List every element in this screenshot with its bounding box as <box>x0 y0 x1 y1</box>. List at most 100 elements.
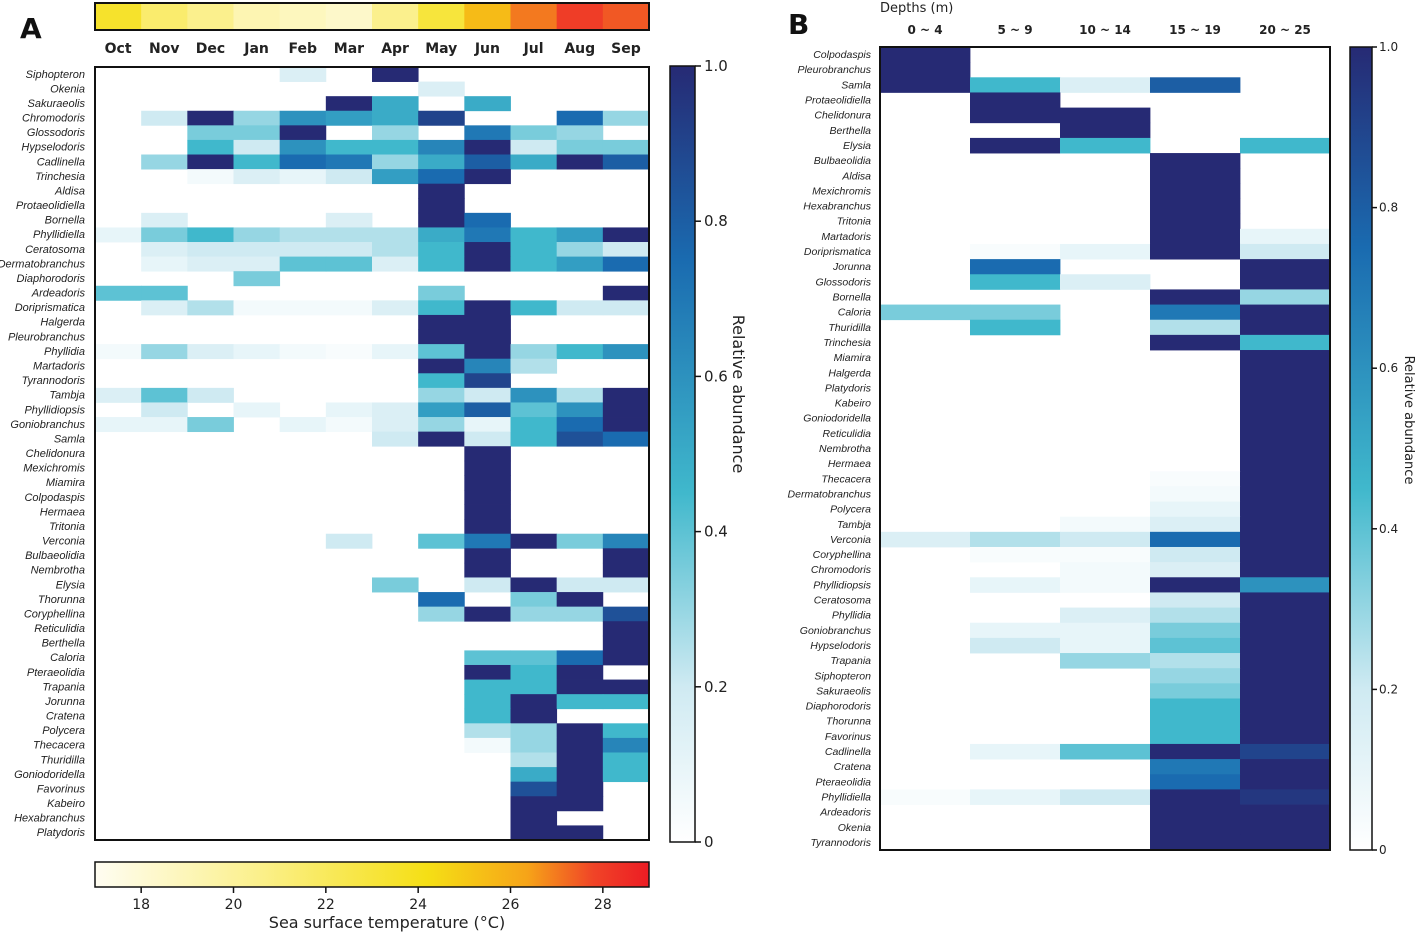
heat-cell <box>556 154 604 170</box>
heat-cell <box>233 344 281 360</box>
heat-cell <box>510 708 558 724</box>
heat-cell <box>602 110 650 126</box>
heat-cell <box>372 67 419 82</box>
heat-cell <box>141 154 188 170</box>
heat-cell <box>1240 804 1331 821</box>
heat-cell <box>233 139 281 155</box>
species-label: Jorunna <box>44 696 85 708</box>
species-label: Chromodoris <box>811 564 872 576</box>
heat-cell <box>418 242 465 257</box>
species-label: Thorunna <box>826 716 871 728</box>
heat-cell <box>187 242 234 257</box>
heat-cell <box>464 358 511 374</box>
heat-cell <box>187 417 234 433</box>
heat-cell <box>602 154 650 170</box>
depth-axis-title: Depths (m) <box>880 1 953 16</box>
heat-cell <box>602 300 650 316</box>
heat-cell <box>510 723 558 739</box>
heat-cell <box>1060 743 1151 760</box>
heat-cell <box>556 679 604 695</box>
heat-cell <box>372 139 419 155</box>
heat-cell <box>1060 577 1151 593</box>
heat-cell <box>464 344 511 360</box>
species-label: Ceratosoma <box>25 244 85 256</box>
species-label: Favorinus <box>37 783 86 795</box>
heatmap-a-species-labels: Siphopteron Okenia Sakuraeolis Chromodoris G… <box>0 69 86 839</box>
heat-cell <box>325 169 373 185</box>
heat-cell <box>1150 304 1241 321</box>
heat-cell <box>418 417 465 433</box>
temperature-gradient <box>94 861 650 888</box>
heat-cell <box>1150 546 1241 563</box>
temperature-axis-label: Sea surface temperature (°C) <box>269 913 505 932</box>
heat-cell <box>602 752 650 768</box>
depth-label: 10 ~ 14 <box>1079 23 1131 37</box>
colorbar-tick-label: 0.6 <box>704 367 728 385</box>
species-label: Thuridilla <box>828 322 871 334</box>
heat-cell <box>418 431 465 447</box>
heat-cell <box>325 227 373 243</box>
heat-cell <box>141 285 188 301</box>
species-label: Ceratosoma <box>814 595 871 607</box>
species-label: Goniobranchus <box>10 419 85 431</box>
heat-cell <box>279 67 327 82</box>
species-label: Aldisa <box>54 185 85 197</box>
heat-cell <box>510 431 558 447</box>
heat-cell <box>602 139 650 155</box>
heat-cell <box>1240 698 1331 715</box>
species-label: Trinchesia <box>823 337 871 349</box>
heat-cell <box>1150 789 1241 805</box>
temp-tick-label: 18 <box>132 897 150 913</box>
species-label: Protaeolidiella <box>16 200 85 212</box>
heat-cell <box>1240 334 1331 351</box>
species-label: Verconia <box>42 536 85 548</box>
heat-cell <box>464 533 511 549</box>
heat-cell <box>187 344 234 360</box>
heat-cell <box>464 446 511 462</box>
heat-cell <box>464 489 511 505</box>
temp-strip-cell-feb <box>279 3 327 30</box>
depth-axis-labels: 0 ~ 4 5 ~ 9 10 ~ 14 15 ~ 19 20 ~ 25 <box>907 23 1310 37</box>
heat-cell <box>187 256 234 272</box>
heat-cell <box>1240 668 1331 684</box>
temp-tick-label: 20 <box>225 897 243 913</box>
species-label: Okenia <box>50 83 85 95</box>
heat-cell <box>880 77 971 93</box>
heat-cell <box>556 781 604 797</box>
species-label: Nembrotha <box>31 565 85 577</box>
heat-cell <box>1240 471 1331 487</box>
month-label: Jan <box>243 41 269 57</box>
temperature-scale: 18 20 22 24 26 28 Sea surface temperature (°C… <box>94 861 650 932</box>
heat-cell <box>510 402 558 418</box>
heat-cell <box>510 139 558 155</box>
heat-cell <box>1240 501 1331 518</box>
heat-cell <box>1150 77 1241 93</box>
heat-cell <box>418 139 465 155</box>
heat-cell <box>602 606 650 622</box>
heat-cell <box>510 242 558 257</box>
heat-cell <box>970 304 1061 321</box>
heat-cell <box>1150 698 1241 715</box>
species-label: Berthella <box>830 125 872 137</box>
heat-cell <box>464 314 511 330</box>
heat-cell <box>556 110 604 126</box>
species-label: Diaphorodoris <box>17 273 86 285</box>
heat-cell <box>325 242 373 257</box>
heat-cell <box>1150 486 1241 502</box>
heat-cell <box>970 77 1061 93</box>
species-label: Halgerda <box>40 317 85 329</box>
species-label: Pleurobranchus <box>797 64 871 76</box>
heat-cell <box>602 723 650 739</box>
heat-cell <box>418 285 465 301</box>
heat-cell <box>510 387 558 403</box>
heat-cell <box>602 767 650 783</box>
heat-cell <box>1240 531 1331 548</box>
heat-cell <box>187 154 234 170</box>
heat-cell <box>880 531 971 548</box>
heat-cell <box>141 417 188 433</box>
heat-cell <box>1240 516 1331 533</box>
heat-cell <box>556 694 604 710</box>
heat-cell <box>418 373 465 389</box>
heat-cell <box>233 227 281 243</box>
heat-cell <box>1060 637 1151 654</box>
